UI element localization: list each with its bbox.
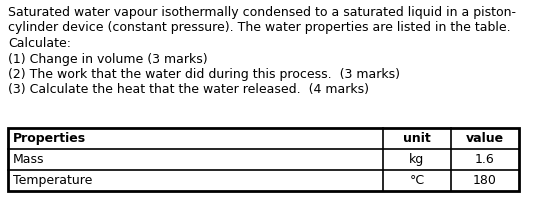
Text: value: value bbox=[466, 132, 504, 145]
Text: Mass: Mass bbox=[13, 153, 45, 166]
Text: unit: unit bbox=[403, 132, 431, 145]
Text: kg: kg bbox=[409, 153, 424, 166]
Text: Temperature: Temperature bbox=[13, 174, 92, 187]
Text: 180: 180 bbox=[473, 174, 497, 187]
Text: cylinder device (constant pressure). The water properties are listed in the tabl: cylinder device (constant pressure). The… bbox=[8, 22, 511, 35]
Text: 1.6: 1.6 bbox=[475, 153, 495, 166]
Text: Properties: Properties bbox=[13, 132, 86, 145]
Text: (3) Calculate the heat that the water released.  (4 marks): (3) Calculate the heat that the water re… bbox=[8, 84, 369, 97]
Text: (2) The work that the water did during this process.  (3 marks): (2) The work that the water did during t… bbox=[8, 68, 400, 81]
Text: Saturated water vapour isothermally condensed to a saturated liquid in a piston-: Saturated water vapour isothermally cond… bbox=[8, 6, 516, 19]
Bar bbox=[8, 128, 519, 191]
Text: (1) Change in volume (3 marks): (1) Change in volume (3 marks) bbox=[8, 53, 208, 66]
Text: °C: °C bbox=[409, 174, 424, 187]
Text: Calculate:: Calculate: bbox=[8, 37, 71, 50]
